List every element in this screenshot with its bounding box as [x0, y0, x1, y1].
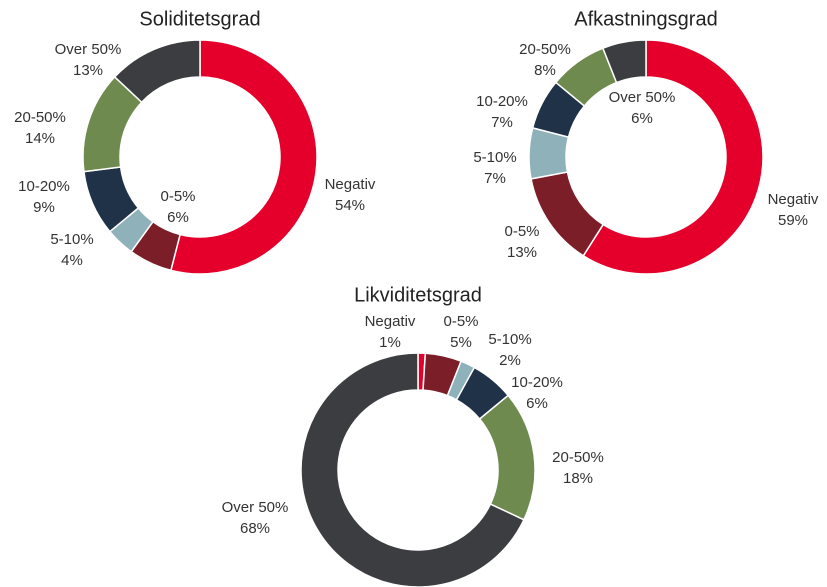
slice-value-label: 7% [484, 170, 506, 187]
slice-category-label: 20-50% [519, 41, 571, 58]
slice-value-label: 13% [507, 244, 537, 261]
slice-value-label: 54% [335, 197, 365, 214]
slice-category-label: 5-10% [488, 331, 531, 348]
slice-category-label: 20-50% [14, 109, 66, 126]
donut-slice [478, 394, 536, 521]
slice-value-label: 1% [379, 334, 401, 351]
donut-slice [601, 39, 647, 84]
slice-value-label: 13% [73, 62, 103, 79]
slice-category-label: Over 50% [222, 499, 289, 516]
slice-category-label: 10-20% [18, 178, 70, 195]
slice-value-label: 8% [534, 62, 556, 79]
slice-category-label: 10-20% [511, 374, 563, 391]
slice-category-label: Negativ [325, 176, 376, 193]
slice-value-label: 6% [167, 209, 189, 226]
slice-category-label: Over 50% [609, 89, 676, 106]
slice-category-label: 20-50% [552, 449, 604, 466]
slice-category-label: 10-20% [476, 93, 528, 110]
slice-category-label: 5-10% [50, 231, 93, 248]
slice-value-label: 5% [450, 334, 472, 351]
slice-category-label: 5-10% [473, 149, 516, 166]
slice-value-label: 59% [778, 212, 808, 229]
slice-value-label: 9% [33, 199, 55, 216]
slice-value-label: 6% [631, 110, 653, 127]
slice-category-label: Over 50% [55, 41, 122, 58]
donut-slice [582, 39, 764, 275]
slice-value-label: 4% [61, 252, 83, 269]
slice-value-label: 7% [491, 114, 513, 131]
slice-category-label: 0-5% [443, 313, 478, 330]
slice-category-label: 0-5% [504, 223, 539, 240]
chart-title: Soliditetsgrad [139, 8, 260, 30]
slice-value-label: 18% [563, 470, 593, 487]
chart-title: Likviditetsgrad [354, 284, 482, 306]
slice-category-label: 0-5% [160, 188, 195, 205]
donut-slice [169, 39, 318, 275]
slice-value-label: 14% [25, 130, 55, 147]
slice-value-label: 2% [499, 352, 521, 369]
slice-category-label: Negativ [365, 313, 416, 330]
donut-slice [300, 352, 525, 587]
slice-value-label: 68% [240, 520, 270, 537]
donut-slice [113, 39, 201, 104]
slice-value-label: 6% [526, 395, 548, 412]
slice-category-label: Negativ [768, 191, 819, 208]
chart-title: Afkastningsgrad [574, 8, 717, 30]
